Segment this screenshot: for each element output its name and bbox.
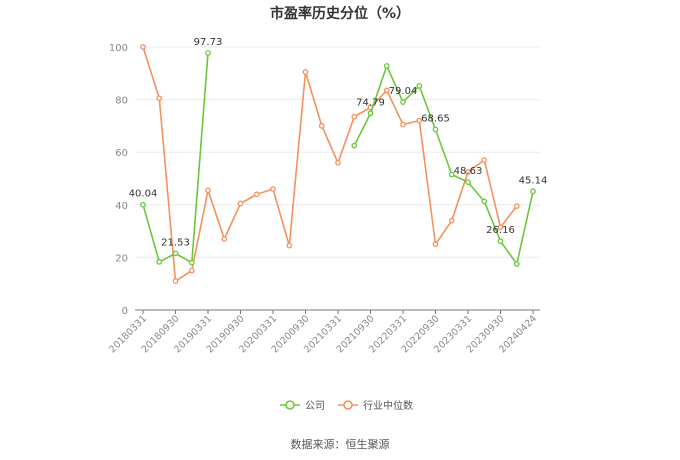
data-point-industry-median — [318, 123, 325, 129]
data-label: 21.53 — [161, 237, 190, 248]
data-point-company — [383, 63, 390, 69]
data-point-industry-median — [448, 217, 455, 224]
data-point-company — [351, 142, 358, 149]
data-point-company — [513, 261, 520, 267]
data-point-company — [448, 171, 455, 178]
y-tick-label: 20 — [115, 253, 128, 264]
series-line-company — [142, 52, 209, 265]
data-point-company — [432, 126, 439, 133]
data-point-company — [367, 110, 374, 117]
data-label: 26.16 — [486, 225, 515, 236]
y-tick-label: 40 — [115, 201, 128, 212]
data-point-industry-median — [205, 187, 211, 194]
data-label: 45.14 — [519, 175, 548, 186]
data-label: 97.73 — [194, 37, 223, 48]
series-line-company — [353, 63, 534, 266]
legend-label: 行业中位数 — [363, 399, 413, 412]
data-point-company — [530, 188, 536, 195]
data-point-industry-median — [140, 44, 146, 50]
data-point-industry-median — [188, 267, 195, 274]
data-point-industry-median — [400, 121, 406, 128]
data-point-company — [416, 83, 423, 89]
data-point-industry-median — [172, 278, 179, 284]
data-point-company — [465, 179, 471, 185]
data-point-industry-median — [497, 224, 504, 231]
data-point-company — [400, 99, 406, 105]
legend-marker — [285, 400, 295, 410]
y-tick-label: 100 — [109, 43, 128, 54]
data-label: 74.79 — [356, 97, 385, 108]
data-point-company — [172, 250, 179, 257]
data-point-company — [497, 238, 504, 245]
data-point-company — [188, 259, 195, 266]
data-point-industry-median — [481, 157, 488, 163]
legend-label: 公司 — [305, 401, 325, 412]
data-label: 40.04 — [129, 189, 158, 200]
y-tick-label: 80 — [115, 96, 128, 107]
data-point-industry-median — [513, 203, 520, 209]
data-point-company — [205, 50, 211, 56]
data-point-company — [156, 259, 163, 265]
data-point-industry-median — [270, 186, 276, 192]
data-label: 79.04 — [389, 86, 418, 97]
data-point-industry-median — [221, 236, 228, 242]
series-line-industry-median — [142, 46, 518, 283]
data-point-industry-median — [237, 200, 244, 207]
data-point-company — [481, 198, 488, 205]
data-point-industry-median — [351, 113, 358, 120]
data-point-industry-median — [253, 191, 260, 198]
y-tick-label: 0 — [122, 306, 128, 317]
data-label: 48.63 — [454, 166, 483, 177]
data-point-industry-median — [383, 87, 390, 94]
data-point-industry-median — [156, 95, 163, 102]
data-point-industry-median — [416, 117, 423, 124]
data-point-industry-median — [302, 69, 309, 75]
data-point-industry-median — [465, 169, 471, 175]
data-source: 数据来源：恒生聚源 — [290, 438, 390, 451]
legend-marker — [343, 400, 353, 410]
data-point-industry-median — [432, 241, 439, 248]
data-point-industry-median — [335, 159, 341, 166]
y-tick-label: 60 — [115, 148, 128, 159]
chart-title: 市盈率历史分位（%） — [269, 6, 411, 22]
data-label: 68.65 — [421, 113, 450, 124]
data-point-industry-median — [286, 242, 293, 249]
data-point-company — [140, 201, 146, 208]
